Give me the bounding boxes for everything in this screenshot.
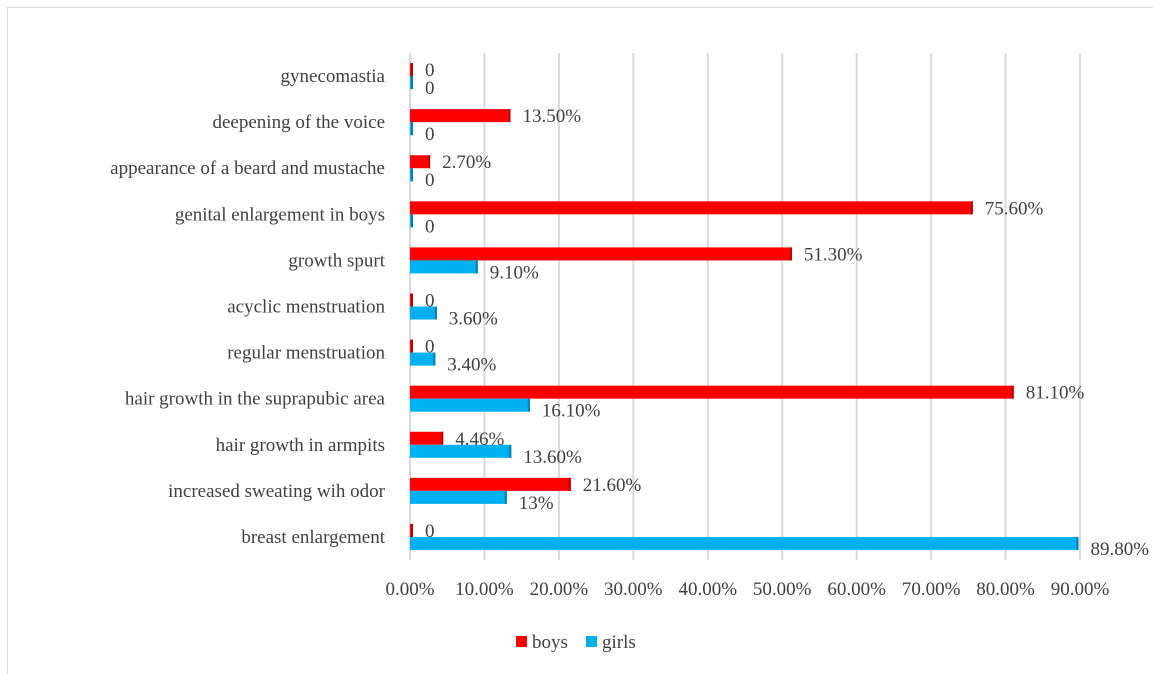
data-label-girls: 0 <box>425 216 435 237</box>
data-label-girls: 13.60% <box>523 447 582 468</box>
x-tick-label: 40.00% <box>678 579 737 600</box>
bar-girls <box>410 214 413 228</box>
data-label-boys: 0 <box>425 291 435 312</box>
category-label: genital enlargement in boys <box>175 204 385 225</box>
bar-girls <box>410 444 512 458</box>
data-label-boys: 0 <box>425 337 435 358</box>
category-label: growth spurt <box>288 250 385 271</box>
bar-boys <box>410 109 511 123</box>
category-label: gynecomastia <box>281 66 386 87</box>
x-tick-label: 50.00% <box>753 579 812 600</box>
x-tick-labels: 0.00% 10.00% 20.00% 30.00% 40.00% 50.00% 60.00… <box>385 579 1109 600</box>
chart-frame <box>7 7 1153 674</box>
category-label: appearance of a beard and mustache <box>110 158 385 179</box>
bar-girls <box>410 76 413 90</box>
bar-girls <box>410 168 413 182</box>
x-tick-label: 70.00% <box>902 579 961 600</box>
bar-boys <box>410 385 1014 399</box>
x-tick-label: 20.00% <box>530 579 589 600</box>
bar-boys <box>410 293 413 307</box>
data-label-girls: 0 <box>425 78 435 99</box>
bar-girls <box>410 352 436 366</box>
x-tick-label: 0.00% <box>385 579 434 600</box>
bar-boys <box>410 155 431 169</box>
category-label: acyclic menstruation <box>227 297 385 318</box>
bar-girls <box>410 398 530 412</box>
bar-boys <box>410 63 413 77</box>
category-labels: breast enlargement increased sweating wih… <box>110 66 386 548</box>
x-tick-label: 10.00% <box>455 579 514 600</box>
category-label: increased sweating wih odor <box>168 481 386 502</box>
bar-boys <box>410 339 413 353</box>
data-label-boys: 81.10% <box>1026 383 1085 404</box>
data-label-boys: 4.46% <box>455 429 504 450</box>
data-label-boys: 0 <box>425 521 435 542</box>
category-label: regular menstruation <box>227 343 385 364</box>
data-label-boys: 21.60% <box>583 475 642 496</box>
data-label-girls: 3.60% <box>449 309 498 330</box>
data-label-girls: 9.10% <box>490 262 539 283</box>
legend: boys girls <box>516 632 636 653</box>
x-tick-label: 80.00% <box>976 579 1035 600</box>
x-tick-label: 30.00% <box>604 579 663 600</box>
data-label-boys: 2.70% <box>442 152 491 173</box>
data-label-girls: 0 <box>425 124 435 145</box>
category-label: hair growth in the suprapubic area <box>125 389 386 410</box>
x-tick-label: 90.00% <box>1051 579 1110 600</box>
bar-girls <box>410 122 413 136</box>
category-label: deepening of the voice <box>212 112 385 133</box>
data-labels: 021.60%4.46%81.10%0051.30%75.60%2.70%13.… <box>425 60 1149 560</box>
bar-boys <box>410 431 444 445</box>
bar-girls <box>410 536 1079 550</box>
data-label-girls: 13% <box>519 493 554 514</box>
bar-girls <box>410 260 478 274</box>
x-tick-label: 60.00% <box>827 579 886 600</box>
bar-boys <box>410 201 973 215</box>
data-label-girls: 89.80% <box>1091 539 1150 560</box>
data-label-boys: 0 <box>425 60 435 81</box>
data-label-girls: 3.40% <box>447 355 496 376</box>
bar-girls <box>410 490 507 504</box>
bar-girls <box>410 306 437 320</box>
bars <box>410 63 1079 550</box>
data-label-boys: 13.50% <box>523 106 582 127</box>
bar-boys <box>410 477 571 491</box>
bar-boys <box>410 523 413 537</box>
data-label-boys: 75.60% <box>985 198 1044 219</box>
legend-swatch-girls <box>586 636 597 647</box>
legend-label-boys: boys <box>532 632 568 653</box>
data-label-girls: 0 <box>425 170 435 191</box>
legend-swatch-boys <box>516 636 527 647</box>
category-label: breast enlargement <box>241 527 385 548</box>
bar-boys <box>410 247 792 261</box>
category-label: hair growth in armpits <box>216 435 385 456</box>
data-label-boys: 51.30% <box>804 244 863 265</box>
legend-label-girls: girls <box>602 632 636 653</box>
data-label-girls: 16.10% <box>542 401 601 422</box>
